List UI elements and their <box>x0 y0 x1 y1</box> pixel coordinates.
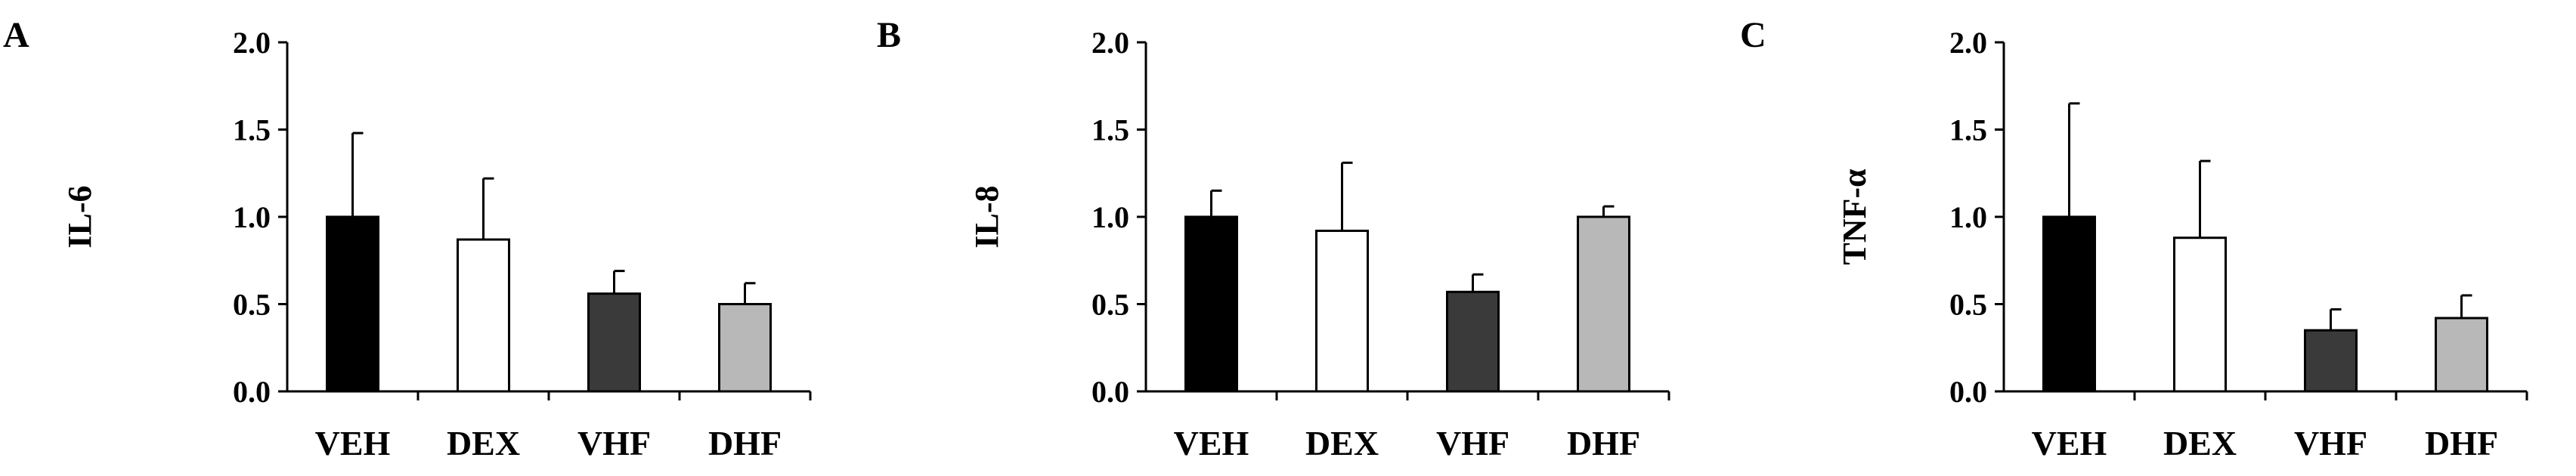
x-tick-label: VEH <box>1174 424 1249 462</box>
bar-dhf <box>2435 317 2488 393</box>
x-tick-label: DHF <box>1567 424 1640 462</box>
x-tick-label: VHF <box>1436 424 1509 462</box>
y-tick-label: 1.5 <box>1949 113 1987 147</box>
chart-panel-c: C TNF-α 0.0 0.5 1.0 1.5 2.0 VEH DEX VHF DHF <box>1740 15 2528 462</box>
y-tick-label: 1.5 <box>1091 113 1129 147</box>
x-tick-label: DEX <box>447 424 520 462</box>
y-axis-label: TNF-α <box>1836 168 1873 265</box>
bar-veh <box>2042 215 2096 393</box>
bar-dhf <box>1577 215 1630 393</box>
bar-veh <box>1184 215 1238 393</box>
y-tick-label: 1.0 <box>1949 200 1987 234</box>
y-tick-label: 0.5 <box>1949 288 1987 322</box>
bar-dex <box>457 238 510 393</box>
y-tick-label: 0.0 <box>1091 375 1129 409</box>
x-tick-label: VEH <box>315 424 391 462</box>
chart-panel-a: A IL-6 0.0 0.5 1.0 1.5 2.0 VEH DEX VHF DHF <box>3 15 812 462</box>
bar-veh <box>326 215 379 393</box>
x-tick-label: DEX <box>1305 424 1379 462</box>
bar-dhf <box>718 303 772 393</box>
y-tick-label: 1.5 <box>233 113 271 147</box>
bar-vhf <box>2304 329 2358 393</box>
y-tick-label: 0.0 <box>233 375 271 409</box>
bar-dex <box>2173 236 2227 393</box>
x-tick-label: VHF <box>577 424 651 462</box>
bar-dex <box>1315 229 1369 393</box>
y-tick-label: 0.5 <box>233 288 271 322</box>
bar-vhf <box>1446 290 1500 393</box>
x-tick-label: VEH <box>2032 424 2107 462</box>
y-tick-label: 1.0 <box>233 200 271 234</box>
chart-panel-b: B IL-8 0.0 0.5 1.0 1.5 2.0 VEH DEX VHF DHF <box>877 15 1670 462</box>
y-tick-label: 1.0 <box>1091 200 1129 234</box>
panel-letter: A <box>3 15 29 55</box>
y-tick-label: 0.5 <box>1091 288 1129 322</box>
x-tick-label: DHF <box>708 424 782 462</box>
y-axis-label: IL-6 <box>61 185 98 248</box>
bar-vhf <box>587 292 641 393</box>
x-tick-label: DEX <box>2163 424 2237 462</box>
y-tick-label: 0.0 <box>1949 375 1987 409</box>
y-tick-label: 2.0 <box>1091 26 1129 60</box>
y-axis-label: IL-8 <box>968 185 1005 248</box>
panel-letter: B <box>877 15 901 55</box>
y-tick-label: 2.0 <box>233 26 271 60</box>
panel-letter: C <box>1740 15 1766 55</box>
x-tick-label: VHF <box>2294 424 2367 462</box>
y-tick-label: 2.0 <box>1949 26 1987 60</box>
x-tick-label: DHF <box>2425 424 2498 462</box>
